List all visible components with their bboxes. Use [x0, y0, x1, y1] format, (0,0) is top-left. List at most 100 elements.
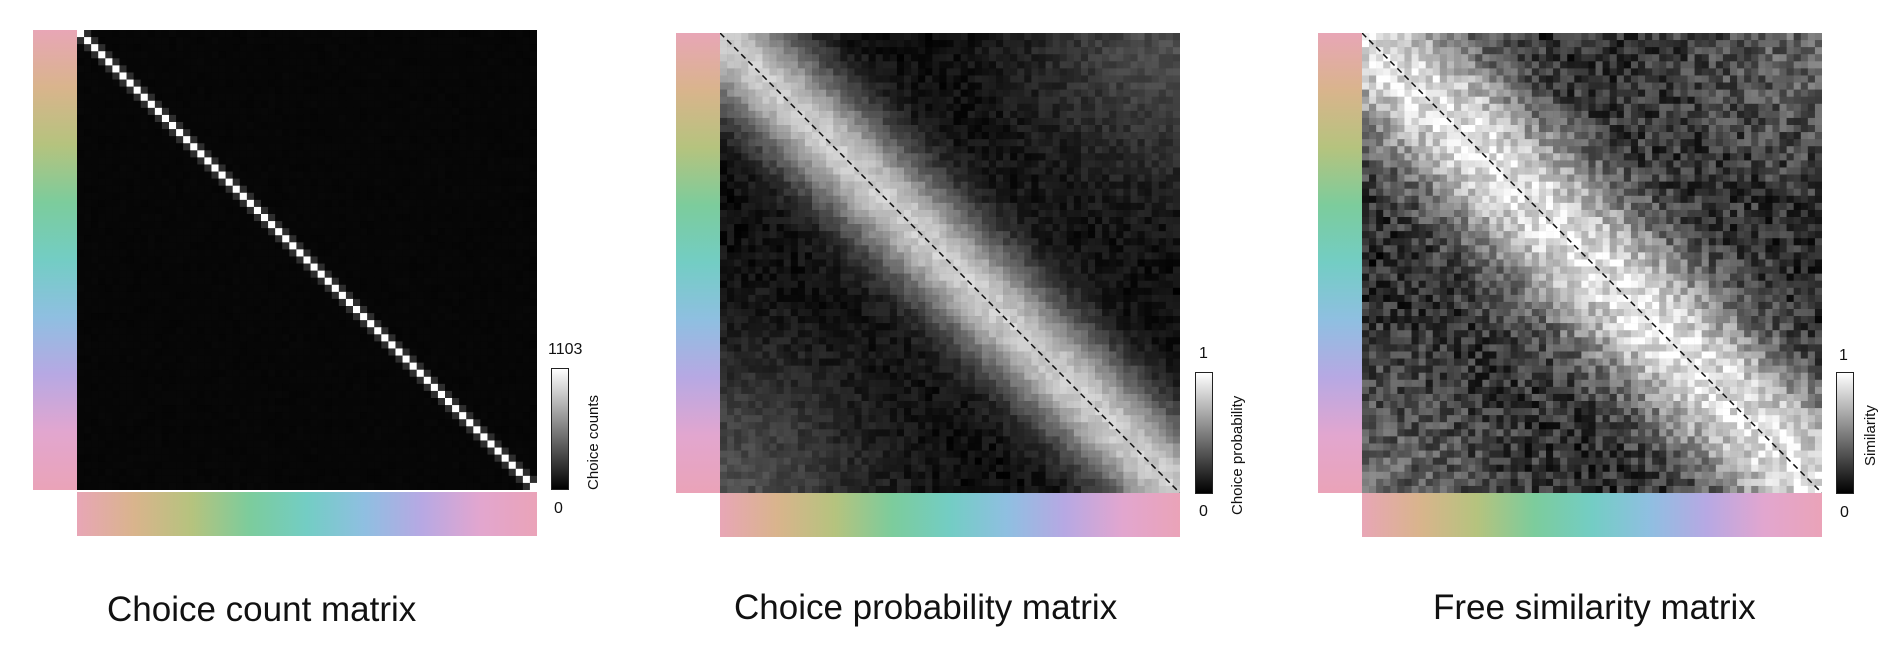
heatmap-cell: [331, 192, 340, 201]
heatmap-cell: [176, 412, 184, 420]
heatmap-cell: [353, 440, 361, 448]
heatmap-cell: [140, 284, 149, 293]
heatmap-cell: [98, 454, 106, 462]
heatmap-cell: [296, 362, 304, 370]
heatmap-cell: [423, 334, 432, 342]
heatmap-cell: [1165, 96, 1174, 105]
heatmap-cell: [183, 129, 191, 137]
heatmap-cell: [374, 412, 382, 420]
heatmap-cell: [317, 313, 325, 321]
heatmap-cell: [459, 348, 467, 356]
heatmap-cell: [338, 122, 347, 130]
heatmap-cell: [480, 206, 488, 215]
heatmap-cell: [253, 369, 262, 378]
heatmap-cell: [423, 398, 432, 406]
heatmap-cell: [105, 320, 113, 328]
heatmap-cell: [324, 327, 333, 335]
heatmap-cell: [423, 192, 432, 201]
heatmap-cell: [459, 228, 467, 236]
heatmap-cell: [204, 270, 212, 278]
heatmap-cell: [367, 242, 375, 250]
heatmap-cell: [246, 390, 255, 399]
heatmap-cell: [84, 192, 92, 201]
heatmap-cell: [253, 376, 262, 385]
heatmap-cell: [1052, 68, 1060, 76]
heatmap-cell: [211, 228, 219, 236]
heatmap-cell: [1130, 40, 1138, 48]
heatmap-cell: [430, 221, 439, 229]
heatmap-cell: [331, 461, 340, 470]
heatmap-cell: [452, 362, 460, 370]
heatmap-cell: [119, 482, 127, 490]
heatmap-cell: [416, 291, 425, 300]
heatmap-cell: [161, 270, 170, 278]
heatmap-cell: [741, 68, 749, 76]
heatmap-cell: [133, 440, 141, 448]
heatmap-cell: [353, 79, 361, 87]
heatmap-cell: [289, 298, 297, 307]
heatmap-cell: [183, 178, 191, 186]
heatmap-cell: [161, 482, 170, 490]
heatmap-cell: [190, 291, 198, 300]
heatmap-cell: [169, 107, 177, 116]
heatmap-cell: [508, 390, 517, 399]
heatmap-cell: [494, 221, 502, 229]
heatmap-cell: [126, 44, 134, 52]
heatmap-cell: [246, 341, 255, 349]
heatmap-cell: [303, 426, 311, 434]
heatmap-cell: [239, 298, 248, 307]
heatmap-cell: [473, 150, 481, 158]
heatmap-cell: [310, 37, 318, 45]
heatmap-cell: [261, 37, 269, 45]
heatmap-cell: [522, 355, 531, 363]
heatmap-cell: [494, 185, 502, 194]
heatmap-cell: [437, 256, 446, 264]
heatmap-cell: [360, 114, 368, 123]
heatmap-cell: [268, 37, 276, 45]
heatmap-cell: [225, 369, 233, 378]
heatmap-cell: [289, 327, 297, 335]
heatmap-cell: [105, 291, 113, 300]
heatmap-cell: [345, 199, 354, 208]
heatmap-cell: [105, 214, 113, 222]
heatmap-cell: [423, 320, 432, 328]
heatmap-cell: [225, 405, 233, 413]
heatmap-cell: [1088, 54, 1096, 62]
heatmap-cell: [190, 86, 198, 94]
heatmap-cell: [296, 192, 304, 201]
heatmap-cell: [345, 164, 354, 172]
heatmap-cell: [1102, 82, 1110, 90]
heatmap-cell: [367, 256, 375, 264]
heatmap-cell: [395, 206, 403, 215]
heatmap-cell: [494, 129, 502, 137]
heatmap-cell: [529, 355, 537, 363]
heatmap-cell: [275, 30, 283, 38]
heatmap-cell: [783, 47, 792, 55]
heatmap-cell: [98, 206, 106, 215]
heatmap-cell: [190, 405, 198, 413]
heatmap-cell: [388, 270, 396, 278]
heatmap-cell: [282, 482, 290, 490]
heatmap-cell: [147, 242, 156, 250]
heatmap-cell: [374, 291, 382, 300]
heatmap-cell: [1031, 40, 1039, 48]
heatmap-cell: [367, 107, 375, 116]
heatmap-cell: [395, 270, 403, 278]
heatmap-cell: [296, 37, 304, 45]
heatmap-cell: [140, 249, 149, 257]
heatmap-cell: [190, 348, 198, 356]
heatmap-cell: [169, 30, 177, 38]
heatmap-cell: [190, 256, 198, 264]
heatmap-cell: [381, 298, 389, 307]
heatmap-cell: [529, 263, 537, 271]
heatmap-cell: [246, 199, 255, 208]
heatmap-cell: [501, 157, 509, 165]
heatmap-cell: [275, 185, 283, 194]
heatmap-cell: [161, 277, 170, 286]
heatmap-cell: [466, 214, 474, 222]
heatmap-cell: [91, 277, 99, 286]
heatmap-cell: [522, 298, 531, 307]
heatmap-cell: [430, 447, 439, 455]
heatmap-cell: [381, 93, 389, 102]
heatmap-cell: [395, 369, 403, 378]
